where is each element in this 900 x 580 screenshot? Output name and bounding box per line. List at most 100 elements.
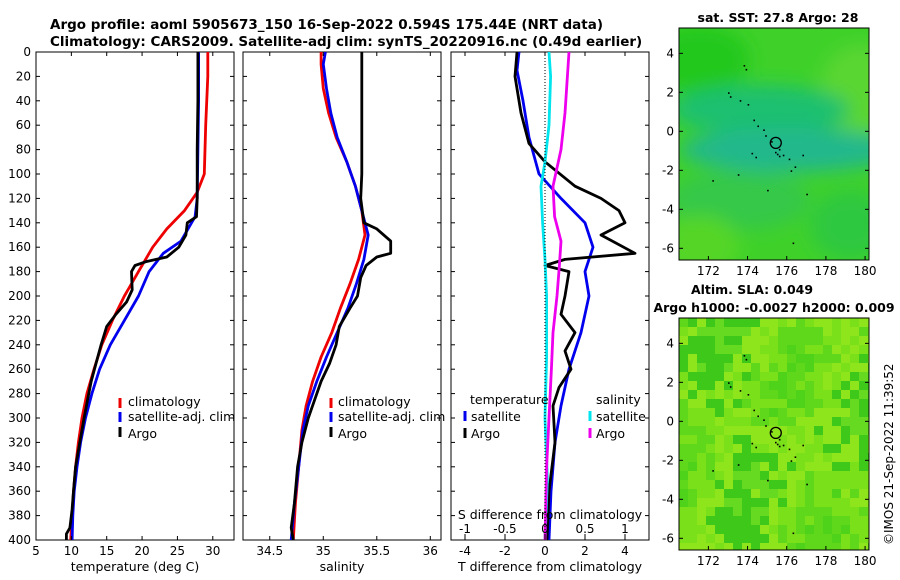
x-tick-label: 35.5 xyxy=(363,544,390,558)
sla-cell xyxy=(715,435,724,444)
sla-cell xyxy=(760,480,769,489)
sla-cell xyxy=(724,489,733,498)
sla-cell xyxy=(769,318,778,327)
sla-cell xyxy=(742,408,751,417)
sla-cell xyxy=(823,453,832,462)
sla-cell xyxy=(733,408,742,417)
map-y-tick: 0 xyxy=(666,124,674,138)
x-tick-label: 10 xyxy=(64,544,79,558)
sla-cell xyxy=(832,426,841,435)
sla-cell xyxy=(805,417,814,426)
sla-cell xyxy=(778,327,787,336)
sla-cell xyxy=(850,372,859,381)
island xyxy=(775,151,777,154)
sla-cell xyxy=(724,408,733,417)
sla-cell xyxy=(832,444,841,453)
sla-cell xyxy=(679,336,688,345)
sla-cell xyxy=(733,372,742,381)
island xyxy=(757,125,759,128)
sla-cell xyxy=(769,426,778,435)
sla-cell xyxy=(859,534,868,543)
sla-cell xyxy=(706,408,715,417)
sla-cell xyxy=(787,525,796,534)
sla-cell xyxy=(724,498,733,507)
map-y-tick: 0 xyxy=(666,414,674,428)
island xyxy=(743,65,746,67)
sla-cell xyxy=(787,345,796,354)
sla-cell xyxy=(841,543,850,550)
sla-cell xyxy=(751,408,760,417)
sla-cell xyxy=(715,426,724,435)
sla-cell xyxy=(841,507,850,516)
legend-sal-satellite: satellite xyxy=(596,409,646,424)
sla-cell xyxy=(724,345,733,354)
sla-cell xyxy=(841,372,850,381)
sla-cell xyxy=(715,507,724,516)
sla-cell xyxy=(832,453,841,462)
sla-cell xyxy=(814,489,823,498)
sla-cell xyxy=(760,363,769,372)
sla-cell xyxy=(760,381,769,390)
sla-cell xyxy=(796,354,805,363)
sla-cell xyxy=(859,435,868,444)
sla-cell xyxy=(787,417,796,426)
sla-cell xyxy=(787,453,796,462)
y-tick-label: 40 xyxy=(16,94,31,108)
sla-cell xyxy=(796,336,805,345)
sla-cell xyxy=(841,435,850,444)
map-y-tick: 2 xyxy=(666,375,674,389)
sla-cell xyxy=(850,363,859,372)
sla-cell xyxy=(760,390,769,399)
sla-cell xyxy=(715,498,724,507)
sla-cell xyxy=(778,435,787,444)
sla-cell xyxy=(832,318,841,327)
map-x-tick: 174 xyxy=(736,554,759,568)
sla-cell xyxy=(715,489,724,498)
xlabel-s-difference: S difference from climatology xyxy=(458,507,643,522)
sla-cell xyxy=(706,318,715,327)
sla-cell xyxy=(850,516,859,525)
x-tick-label: 2 xyxy=(581,544,589,558)
island xyxy=(745,68,748,71)
sla-cell xyxy=(733,525,742,534)
y-tick-label: 80 xyxy=(16,143,31,157)
sla-cell xyxy=(706,534,715,543)
sla-cell xyxy=(850,480,859,489)
sla-cell xyxy=(805,363,814,372)
sla-cell xyxy=(814,381,823,390)
sla-cell xyxy=(715,354,724,363)
island xyxy=(755,156,757,159)
sla-cell xyxy=(751,489,760,498)
sla-cell xyxy=(697,336,706,345)
island xyxy=(767,479,769,482)
sla-cell xyxy=(679,417,688,426)
sla-cell xyxy=(805,525,814,534)
island xyxy=(771,141,773,143)
sla-cell xyxy=(805,327,814,336)
sla-cell xyxy=(796,435,805,444)
sla-cell xyxy=(715,336,724,345)
sla-cell xyxy=(796,543,805,550)
sla-cell xyxy=(823,381,832,390)
sla-cell xyxy=(814,525,823,534)
map-x-tick: 172 xyxy=(697,264,720,278)
sla-cell xyxy=(724,543,733,550)
sla-cell xyxy=(778,408,787,417)
sla-cell xyxy=(850,525,859,534)
sla-cell xyxy=(715,390,724,399)
y-tick-label: 380 xyxy=(8,509,31,523)
sla-cell xyxy=(787,435,796,444)
sla-cell xyxy=(832,534,841,543)
sla-cell xyxy=(805,426,814,435)
sla-cell xyxy=(814,462,823,471)
sla-cell xyxy=(769,327,778,336)
sla-cell xyxy=(832,381,841,390)
sla-cell xyxy=(760,489,769,498)
island xyxy=(778,438,781,441)
sla-cell xyxy=(688,381,697,390)
sla-cell xyxy=(796,480,805,489)
sla-cell xyxy=(787,327,796,336)
sla-cell xyxy=(859,345,868,354)
sla-cell xyxy=(832,516,841,525)
sla-cell xyxy=(688,408,697,417)
